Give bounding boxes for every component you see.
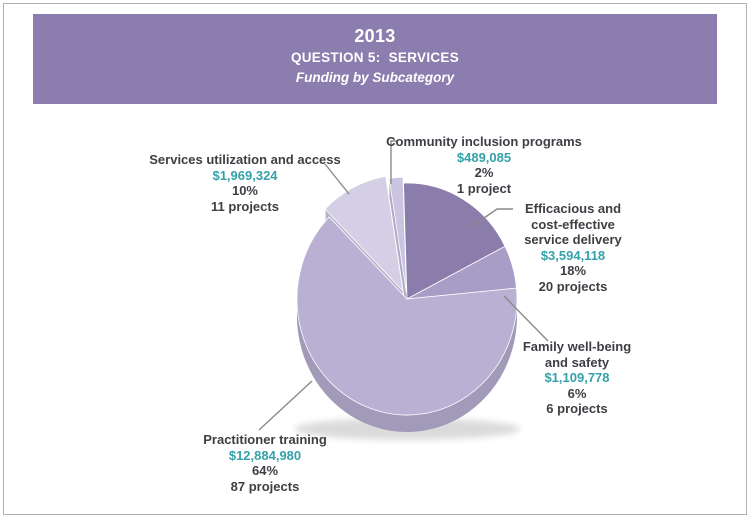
slice-projects: 11 projects [211, 198, 279, 214]
report-title: QUESTION 5: SERVICES [290, 50, 460, 65]
slice-label: Family well-being and safety [522, 339, 632, 370]
slice-amount: $3,594,118 [540, 247, 606, 263]
pie-slice-services-utilization-and-access [324, 175, 404, 293]
slice-label: Efficacious and cost-effective service d… [524, 201, 622, 247]
slice-projects: 6 projects [546, 401, 608, 416]
leader-line-practitioner-training [258, 380, 313, 431]
slice-label: Services utilization and access [149, 152, 341, 167]
slice-amount: $1,109,778 [544, 370, 610, 385]
callout-efficacious-service-delivery: Efficacious and cost-effective service d… [512, 201, 634, 294]
slice-projects: 87 projects [230, 478, 300, 494]
slice-percent: 10% [231, 183, 259, 198]
slice-amount: $489,085 [456, 149, 512, 165]
slice-percent: 6% [567, 385, 587, 401]
leader-line-services-utilization-and-access [324, 163, 350, 195]
pie-slice-practitioner-training [296, 216, 518, 416]
callout-family-well-being-and-safety: Family well-being and safety $1,109,778 … [519, 339, 635, 417]
slice-amount: $1,969,324 [212, 167, 278, 183]
pie-slices-group [296, 175, 518, 433]
slice-projects: 1 project [456, 180, 512, 196]
slice-percent: 64% [251, 463, 279, 478]
pie-slice-community-inclusion-programs [388, 176, 407, 294]
callout-services-utilization-and-access: Services utilization and access $1,969,3… [149, 152, 340, 214]
slice-projects: 20 projects [538, 278, 608, 294]
leader-line-community-inclusion-programs [390, 140, 398, 184]
slice-percent: 2% [474, 165, 494, 180]
slice-percent: 18% [559, 263, 587, 278]
pie-slice-efficacious-and-cost-effective-service-delivery [403, 182, 506, 300]
leader-lines [258, 140, 549, 431]
slice-label: Practitioner training [203, 432, 327, 447]
report-year: 2013 [354, 26, 396, 46]
leader-line-efficacious-service-delivery [470, 208, 513, 228]
title-banner: 2013 QUESTION 5: SERVICES Funding by Sub… [33, 14, 717, 104]
slice-amount: $12,884,980 [228, 447, 302, 463]
callout-community-inclusion-programs: Community inclusion programs $489,085 2%… [386, 134, 582, 196]
report-subtitle: Funding by Subcategory [295, 70, 455, 85]
slice-label: Community inclusion programs [386, 134, 582, 149]
callout-practitioner-training: Practitioner training $12,884,980 64% 87… [203, 432, 327, 494]
leader-line-family-well-being-and-safety [503, 295, 549, 342]
